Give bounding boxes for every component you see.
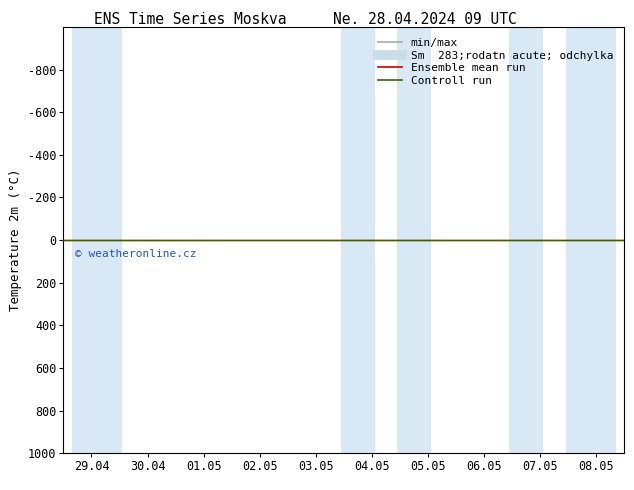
Bar	[398, 27, 431, 453]
Text: © weatheronline.cz: © weatheronline.cz	[75, 249, 196, 259]
Y-axis label: Temperature 2m (°C): Temperature 2m (°C)	[10, 169, 22, 311]
Bar	[341, 27, 375, 453]
Legend: min/max, Sm  283;rodatn acute; odchylka, Ensemble mean run, Controll run: min/max, Sm 283;rodatn acute; odchylka, …	[373, 33, 618, 91]
Bar	[566, 27, 616, 453]
Bar	[510, 27, 543, 453]
Bar	[72, 27, 122, 453]
Text: Ne. 28.04.2024 09 UTC: Ne. 28.04.2024 09 UTC	[333, 12, 517, 27]
Text: ENS Time Series Moskva: ENS Time Series Moskva	[94, 12, 287, 27]
